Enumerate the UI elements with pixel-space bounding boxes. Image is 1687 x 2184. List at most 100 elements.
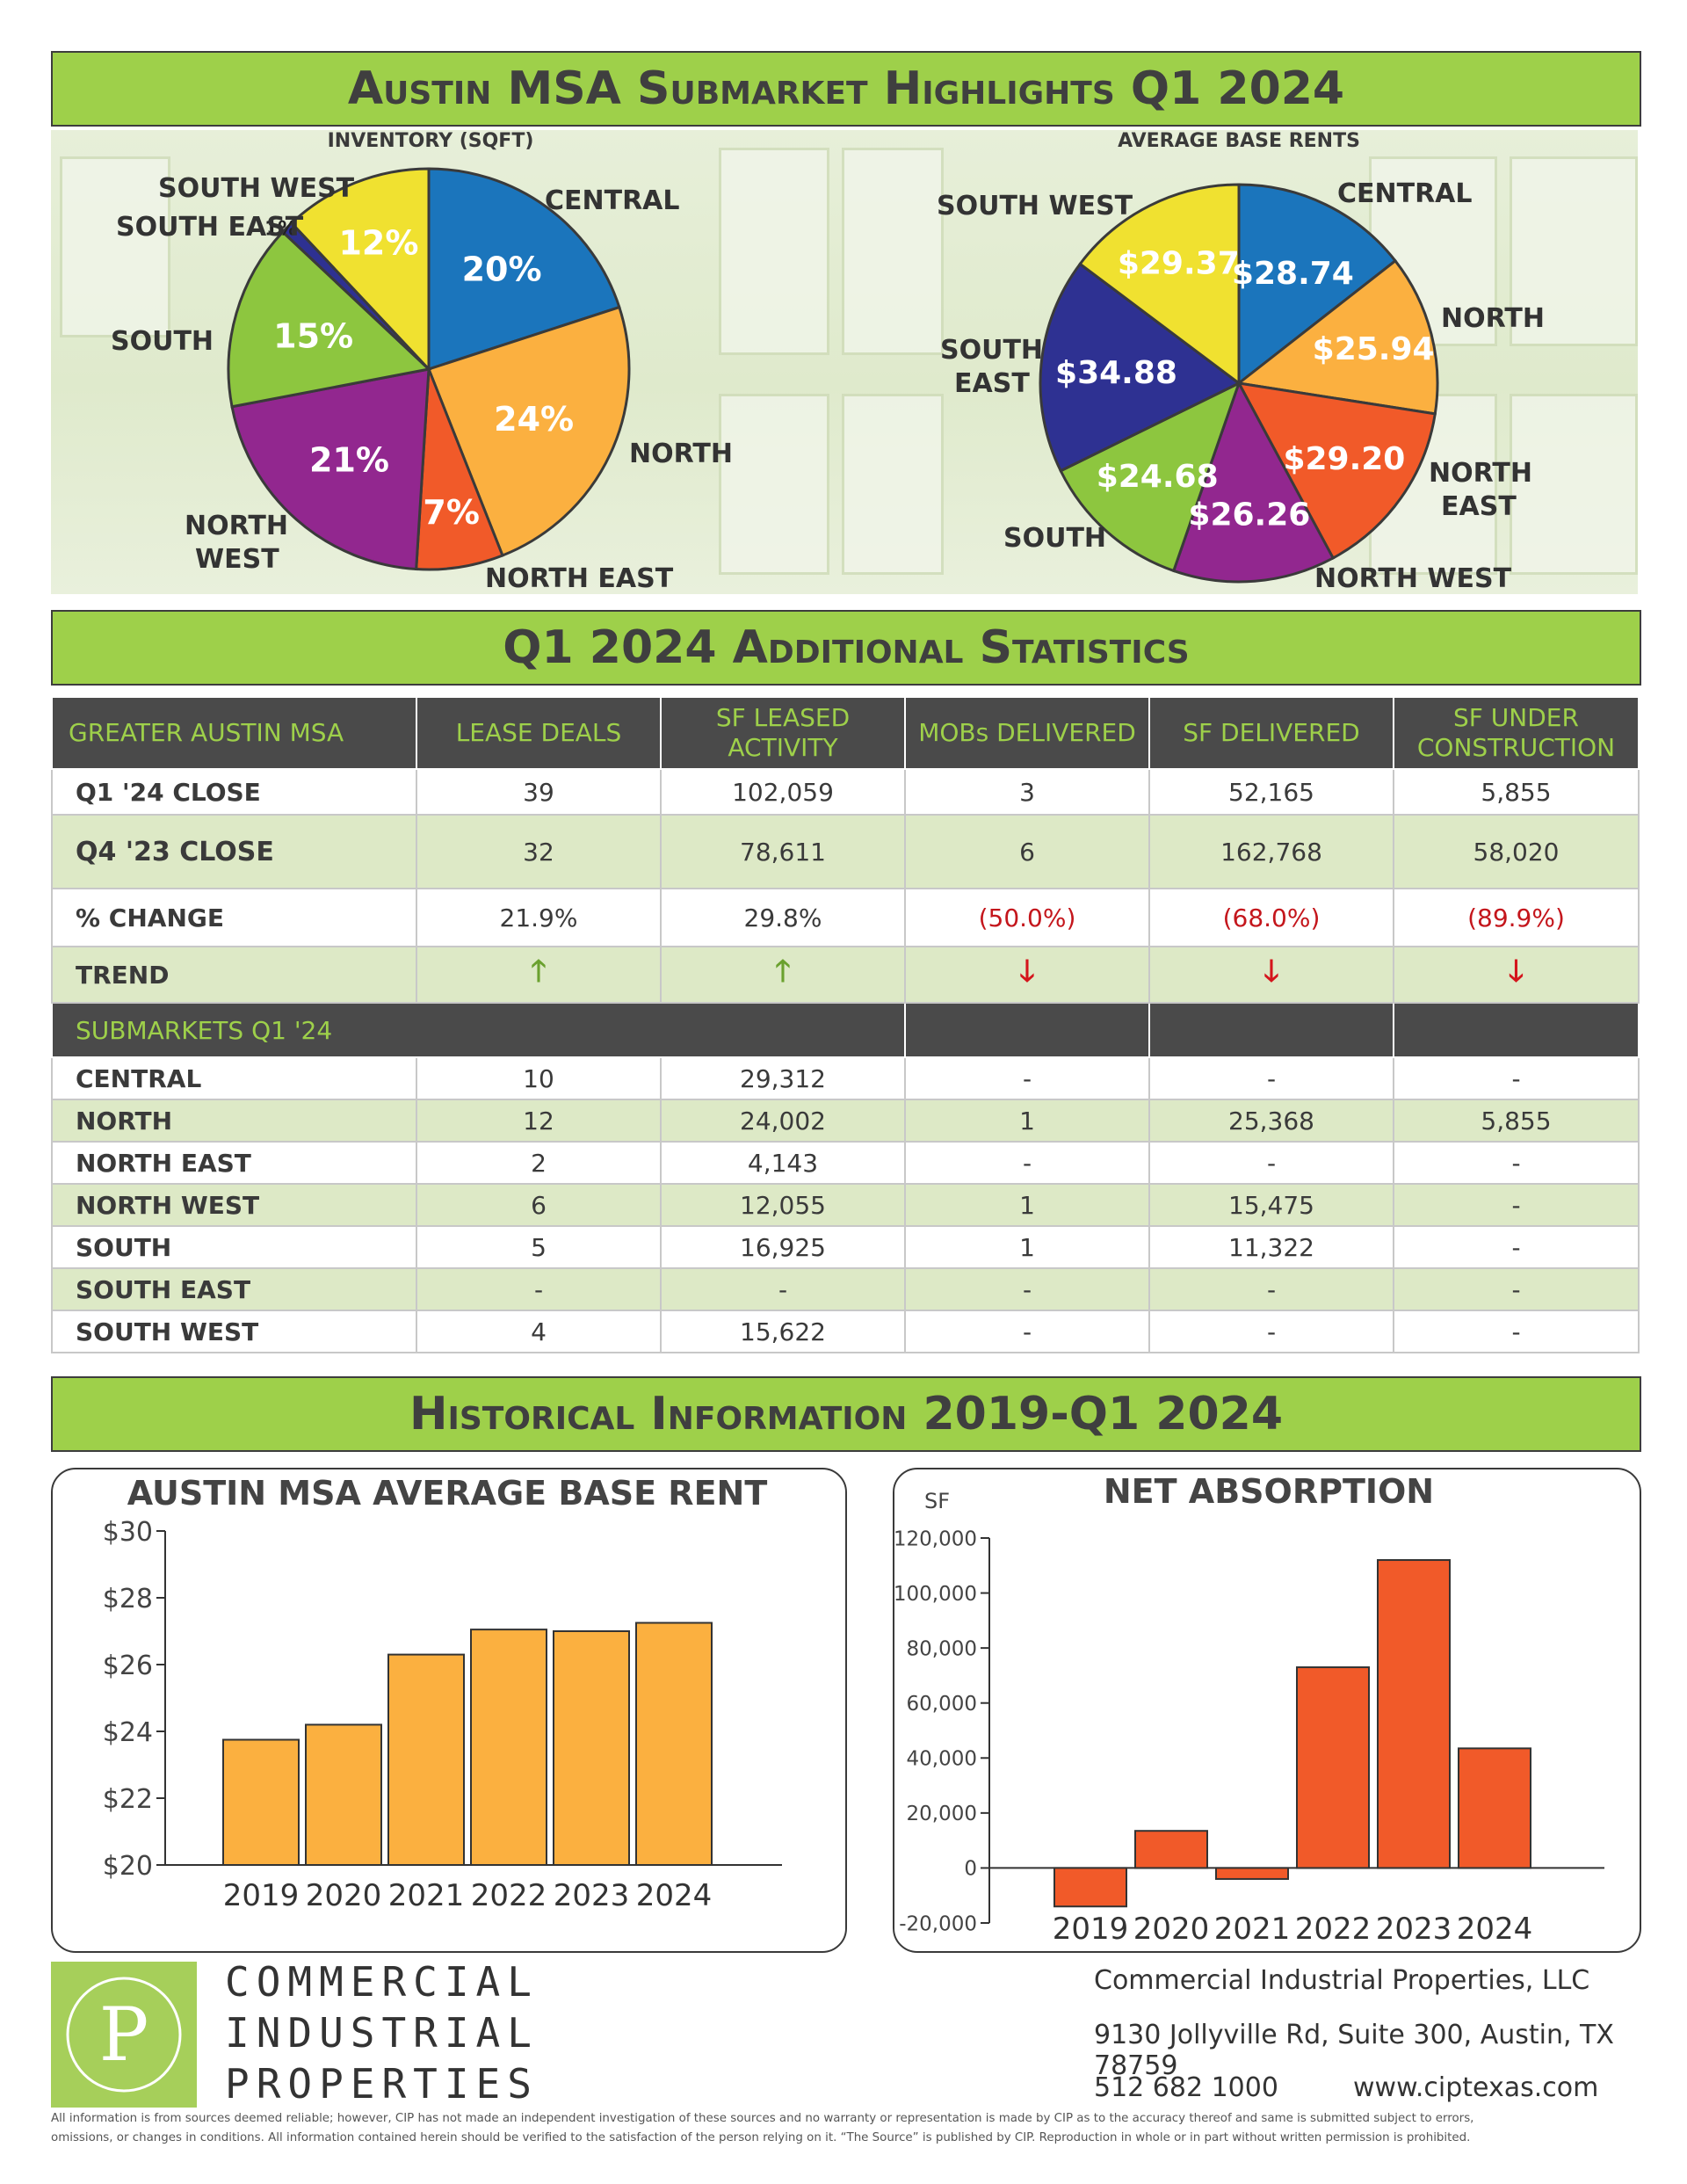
abs-y-tick-label: 60,000 [907, 1693, 977, 1716]
rent-value-south-east: $34.88 [1055, 355, 1177, 391]
window-pane [719, 148, 829, 355]
rent-bar-chart: AUSTIN MSA AVERAGE BASE RENT $20 $22 $24 $2… [103, 1474, 782, 1913]
header-sf-delivered: SF DELIVERED [1148, 696, 1394, 770]
historical-title: Historical Information 2019-Q1 2024 [409, 1388, 1284, 1440]
historical-banner: Historical Information 2019-Q1 2024 [51, 1376, 1641, 1452]
rent-x-label-2023: 2023 [554, 1878, 630, 1913]
statistics-title: Q1 2024 Additional Statistics [503, 621, 1190, 674]
inv-value-central: 20% [462, 250, 542, 288]
table-cell: - [1393, 1267, 1640, 1311]
table-row: SOUTH WEST 4 15,622 - - - [51, 1310, 1640, 1353]
table-cell: 52,165 [1148, 768, 1394, 816]
rent-y-tick-label: $24 [103, 1717, 153, 1748]
table-cell: 4,143 [660, 1141, 906, 1185]
row-label: CENTRAL [51, 1056, 417, 1100]
window-pane [842, 394, 944, 575]
rent-x-label-2022: 2022 [471, 1878, 547, 1913]
abs-y-tick-label: 40,000 [907, 1748, 977, 1771]
table-cell: 32 [416, 814, 662, 889]
table-cell: 29.8% [660, 888, 906, 947]
rent-slice-south-east [1039, 262, 1242, 473]
rent-label-north: NORTH [1441, 303, 1545, 334]
svg-text:P: P [99, 1992, 149, 2078]
logo-p-icon: P [66, 1977, 182, 2093]
rent-label-central: CENTRAL [1337, 178, 1473, 209]
pie-charts-layer: 20%24%7%21%15%1% 12% $28.74$25.94$29.20$2… [111, 167, 1545, 594]
trend-down-arrow-icon: 🡓 [904, 946, 1150, 1004]
inv-label-north: NORTH [629, 439, 733, 469]
table-cell: 3 [904, 768, 1150, 816]
absorption-chart-title: NET ABSORPTION [1104, 1472, 1434, 1511]
row-label: NORTH WEST [51, 1183, 417, 1227]
table-header-row: GREATER AUSTIN MSA LEASE DEALS SF LEASED… [51, 696, 1640, 770]
table-cell: 12,055 [660, 1183, 906, 1227]
row-label: % CHANGE [51, 888, 417, 947]
rent-slice-north-east [1236, 381, 1437, 561]
rent-slice-central [1237, 183, 1398, 387]
abs-y-tick-label: 80,000 [907, 1637, 977, 1660]
submarkets-header-row: SUBMARKETS Q1 '24 [51, 1002, 1640, 1058]
abs-bar-2024 [1458, 1747, 1531, 1869]
rent-bar-2020 [305, 1723, 382, 1866]
inv-value-south-west: 12% [338, 224, 418, 263]
table-row: CENTRAL 10 29,312 - - - [51, 1056, 1640, 1100]
inv-label-north-east: NORTH EAST [485, 563, 674, 594]
inv-value-north-east: 7% [423, 493, 480, 532]
highlights-banner: Austin MSA Submarket Highlights Q1 2024 [51, 51, 1641, 127]
row-label: Q1 '24 CLOSE [51, 768, 417, 816]
inv-label-south-east: SOUTH EAST [116, 212, 304, 243]
table-cell: - [416, 1267, 662, 1311]
rent-y-tick-label: $20 [103, 1851, 153, 1882]
table-cell: 1 [904, 1183, 1150, 1227]
table-row: NORTH 12 24,002 1 25,368 5,855 [51, 1099, 1640, 1143]
table-cell: - [904, 1141, 1150, 1185]
company-website[interactable]: www.ciptexas.com [1353, 2072, 1599, 2103]
rent-label-south: SOUTH [1003, 523, 1106, 554]
inv-value-north-west: 21% [309, 440, 389, 479]
brand-line-1: COMMERCIAL [225, 1958, 539, 2006]
rent-x-label-2019: 2019 [223, 1878, 300, 1913]
table-cell: - [660, 1267, 906, 1311]
rent-bar-2019 [222, 1738, 300, 1866]
table-cell: 24,002 [660, 1099, 906, 1143]
window-pane [842, 148, 944, 355]
table-row: SOUTH 5 16,925 1 11,322 - [51, 1225, 1640, 1269]
table-row: SOUTH EAST - - - - - [51, 1267, 1640, 1311]
row-label: NORTH [51, 1099, 417, 1143]
abs-bar-2019 [1053, 1867, 1127, 1908]
trend-up-arrow-icon: 🡑 [416, 946, 662, 1004]
table-cell: 1 [904, 1099, 1150, 1143]
table-cell: 11,322 [1148, 1225, 1394, 1269]
window-pane [1510, 394, 1638, 575]
table-cell: - [1148, 1056, 1394, 1100]
header-greater-austin: GREATER AUSTIN MSA [51, 696, 417, 770]
rent-value-north: $25.94 [1313, 331, 1435, 367]
table-cell: 58,020 [1393, 814, 1640, 889]
table-cell: - [904, 1310, 1150, 1353]
rent-bar-2024 [635, 1622, 713, 1866]
rent-value-north-west: $26.26 [1188, 497, 1310, 533]
header-lease-deals: LEASE DEALS [416, 696, 662, 770]
row-label: NORTH EAST [51, 1141, 417, 1185]
company-phone: 512 682 1000 [1094, 2072, 1278, 2103]
rent-bar-2021 [387, 1653, 465, 1866]
trend-down-arrow-icon: 🡓 [1148, 946, 1394, 1004]
trend-down-arrow-icon: 🡓 [1393, 946, 1640, 1004]
table-cell: 15,475 [1148, 1183, 1394, 1227]
table-cell: - [1393, 1141, 1640, 1185]
historical-charts-layer: AUSTIN MSA AVERAGE BASE RENT $20 $22 $24 $2… [103, 1472, 1604, 1947]
table-cell: 162,768 [1148, 814, 1394, 889]
table-cell: - [1148, 1141, 1394, 1185]
table-cell: 5,855 [1393, 1099, 1640, 1143]
inv-label-north-west-2: WEST [195, 544, 279, 575]
abs-x-label-2022: 2022 [1295, 1912, 1372, 1947]
highlights-title: Austin MSA Submarket Highlights Q1 2024 [347, 62, 1345, 115]
inv-label-south-west: SOUTH WEST [158, 173, 355, 204]
inv-value-south: 15% [273, 317, 353, 356]
window-pane [1510, 156, 1638, 346]
table-cell: 5,855 [1393, 768, 1640, 816]
rent-label-south-west: SOUTH WEST [937, 191, 1133, 221]
table-cell-negative: (68.0%) [1148, 888, 1394, 947]
rent-label-south-east-2: EAST [954, 368, 1030, 399]
rent-label-south-east-1: SOUTH [940, 335, 1043, 366]
